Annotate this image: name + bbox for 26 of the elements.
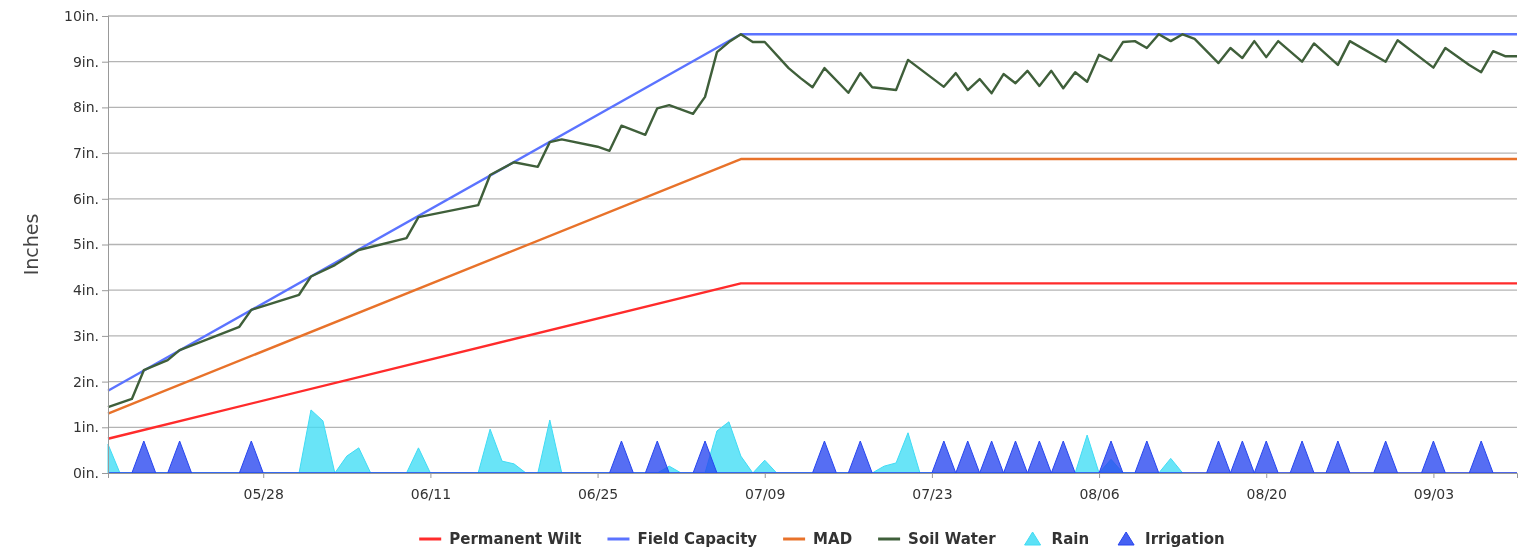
y-tick-label: 10in.: [63, 7, 99, 24]
y-tick-label: 7in.: [72, 145, 99, 162]
y-tick-label: 1in.: [72, 419, 99, 436]
legend-label: MAD: [813, 530, 853, 548]
legend-label: Field Capacity: [637, 530, 758, 548]
x-tick-label: 08/06: [1079, 486, 1120, 503]
y-tick-label: 8in.: [72, 99, 99, 116]
x-tick-label: 06/11: [410, 486, 452, 503]
x-tick-label: 05/28: [243, 486, 284, 503]
y-tick-label: 0in.: [72, 464, 99, 481]
legend-label: Irrigation: [1145, 530, 1225, 548]
x-tick-label: 07/23: [912, 486, 953, 503]
legend-label: Permanent Wilt: [449, 530, 582, 548]
y-axis-title: Inches: [20, 213, 42, 276]
legend-label: Soil Water: [908, 530, 997, 548]
x-tick-label: 07/09: [745, 486, 786, 503]
x-tick-label: 08/20: [1246, 486, 1287, 503]
y-tick-label: 6in.: [72, 190, 99, 207]
x-tick-label: 06/25: [577, 486, 619, 503]
y-tick-label: 5in.: [72, 236, 99, 253]
x-tick-label: 09/03: [1413, 486, 1455, 503]
legend-label: Rain: [1051, 530, 1090, 548]
y-tick-label: 3in.: [72, 327, 99, 344]
y-tick-label: 4in.: [72, 282, 99, 299]
y-tick-label: 2in.: [72, 373, 99, 390]
y-tick-label: 9in.: [72, 53, 99, 70]
